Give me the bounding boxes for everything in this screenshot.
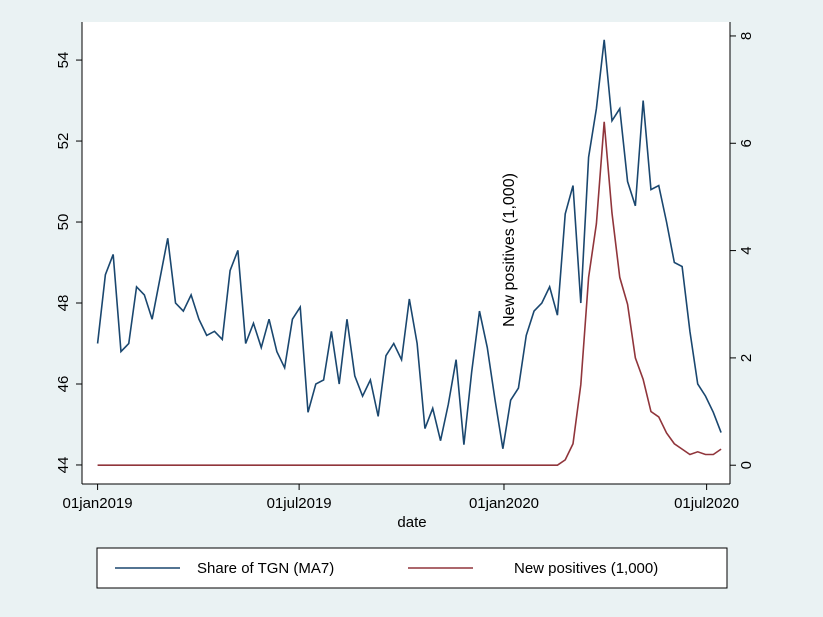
x-tick-label: 01jul2019 [267, 495, 332, 512]
y-tick-label: 52 [55, 133, 72, 150]
y2-axis-label: New positives (1,000) [501, 173, 518, 327]
x-tick-label: 01jul2020 [674, 495, 739, 512]
series-line [97, 121, 722, 467]
x-tick-label: 01jan2020 [469, 495, 539, 512]
y-tick-label: 46 [55, 376, 72, 393]
x-tick-label: 01jan2019 [63, 495, 133, 512]
legend-label: New positives (1,000) [514, 560, 658, 577]
legend [96, 547, 728, 589]
y2-tick-label: 2 [738, 354, 755, 362]
x-axis-label: date [397, 514, 426, 531]
y-tick-label: 50 [55, 214, 72, 231]
series-line [96, 39, 722, 449]
y2-tick-label: 4 [738, 246, 755, 254]
y2-tick-label: 8 [738, 32, 755, 40]
y2-tick-label: 6 [738, 139, 755, 147]
y-tick-label: 54 [55, 52, 72, 69]
y-tick-label: 48 [55, 295, 72, 312]
plot-area [82, 22, 730, 484]
y2-tick-label: 0 [738, 461, 755, 469]
y-tick-label: 44 [55, 457, 72, 474]
legend-label: Share of TGN (MA7) [197, 560, 334, 577]
